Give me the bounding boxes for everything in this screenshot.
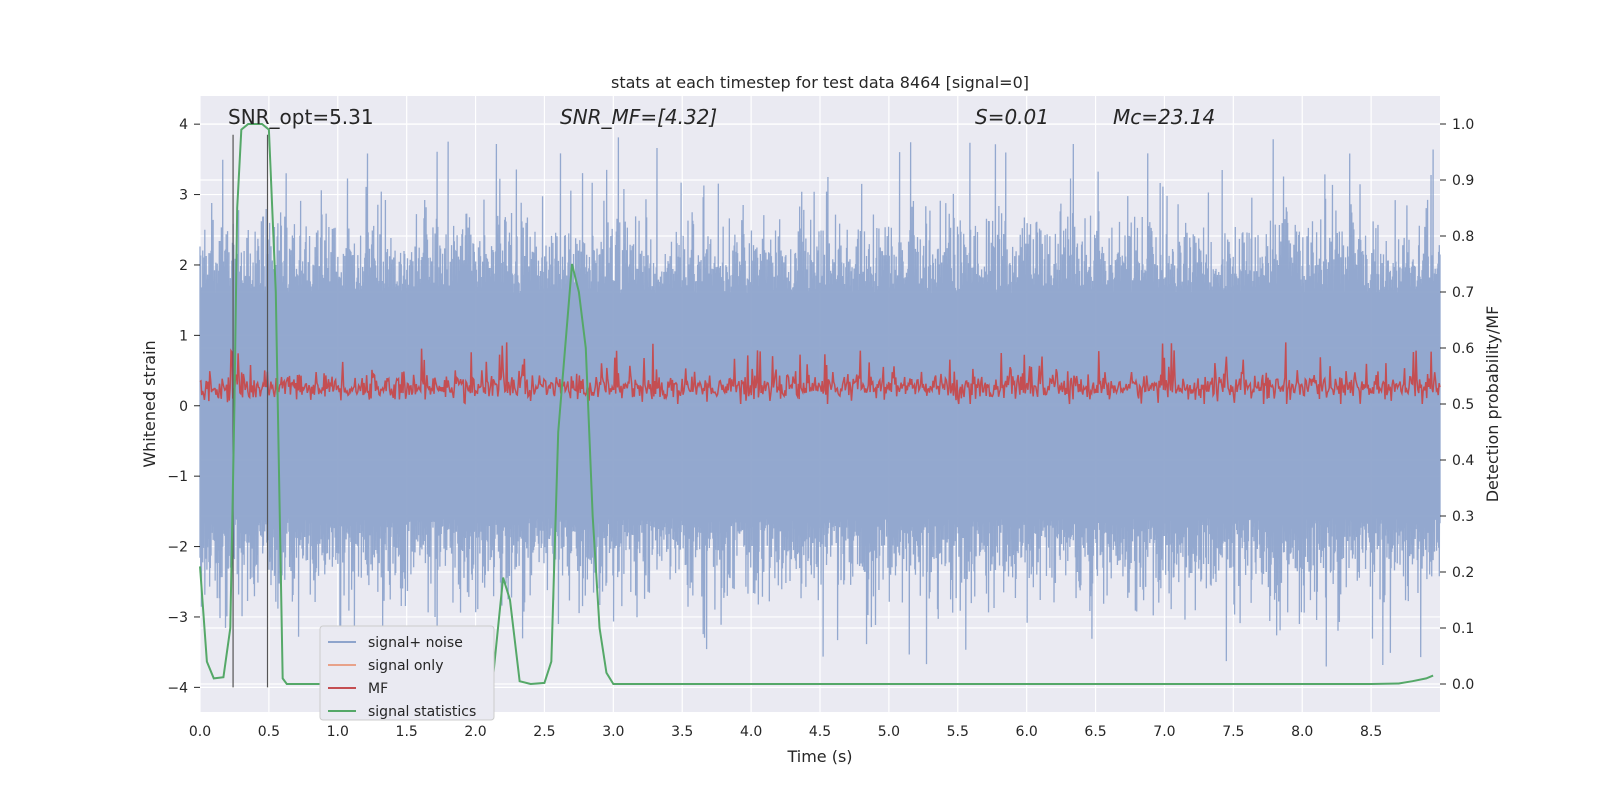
series-signal-noise-line	[199, 137, 1441, 667]
y-ticks-left: 4 3 2 1 0 −1 −2 −3 −4	[167, 117, 200, 696]
legend: signal+ noise signal only MF signal statist…	[319, 625, 495, 721]
y-tick-label: −4	[167, 680, 188, 696]
annotation-s: S=0.01	[975, 105, 1049, 129]
series-mf	[199, 342, 1441, 405]
chart-title: stats at each timestep for test data 846…	[611, 73, 1029, 92]
y-right-tick-label: 0.9	[1452, 173, 1474, 189]
x-tick-label: 6.5	[1084, 724, 1106, 740]
y-right-tick-label: 0.1	[1452, 621, 1474, 637]
y-tick-label: 0	[179, 399, 188, 415]
x-tick-label: 4.5	[809, 724, 831, 740]
legend-label: signal+ noise	[368, 635, 463, 651]
annotation-snr-mf: SNR_MF=[4.32]	[560, 105, 717, 129]
x-tick-label: 7.5	[1222, 724, 1244, 740]
legend-label: MF	[368, 681, 388, 697]
y-right-tick-label: 1.0	[1452, 117, 1474, 133]
legend-box	[319, 625, 495, 721]
x-axis-label: Time (s)	[786, 747, 852, 766]
x-tick-label: 1.5	[396, 724, 418, 740]
y-tick-label: −2	[167, 540, 188, 556]
x-tick-label: 2.0	[464, 724, 486, 740]
y-tick-label: 2	[179, 258, 188, 274]
y-tick-label: −3	[167, 610, 188, 626]
y-axis-label: Whitened strain	[140, 340, 159, 467]
y-right-tick-label: 0.4	[1452, 453, 1474, 469]
y-tick-label: 3	[179, 188, 188, 204]
y-tick-label: −1	[167, 469, 188, 485]
legend-label: signal only	[368, 658, 443, 674]
y-axis-label-right: Detection probability/MF	[1483, 306, 1502, 503]
x-tick-label: 0.5	[258, 724, 280, 740]
series-signal-statistics-line	[199, 123, 1434, 686]
legend-label: signal statistics	[368, 704, 476, 720]
y-right-tick-label: 0.5	[1452, 397, 1474, 413]
x-tick-label: 0.0	[189, 724, 211, 740]
y-right-tick-label: 0.0	[1452, 677, 1474, 693]
x-tick-label: 8.5	[1360, 724, 1382, 740]
y-tick-label: 1	[179, 328, 188, 344]
x-tick-label: 2.5	[533, 724, 555, 740]
x-tick-label: 7.0	[1153, 724, 1175, 740]
y-right-tick-label: 0.2	[1452, 565, 1474, 581]
y-tick-label: 4	[179, 117, 188, 133]
y-right-tick-label: 0.3	[1452, 509, 1474, 525]
vertical-markers	[232, 134, 269, 688]
y-right-tick-label: 0.7	[1452, 285, 1474, 301]
x-tick-label: 3.0	[602, 724, 624, 740]
annotation-mc: Mc=23.14	[1113, 105, 1215, 129]
x-tick-label: 8.0	[1291, 724, 1313, 740]
series-signal-statistics	[199, 123, 1434, 686]
x-tick-label: 3.5	[671, 724, 693, 740]
x-tick-label: 6.0	[1016, 724, 1038, 740]
x-tick-label: 1.0	[327, 724, 349, 740]
series-signal-noise	[199, 137, 1441, 667]
x-tick-label: 5.5	[947, 724, 969, 740]
x-tick-label: 5.0	[878, 724, 900, 740]
x-ticks: 0.0 0.5 1.0 1.5 2.0 2.5 3.0 3.5 4.0 4.5 5.0 5.5 6.0 6…	[189, 724, 1382, 740]
y-right-tick-label: 0.8	[1452, 229, 1474, 245]
series-mf-line	[199, 342, 1441, 405]
y-ticks-right: 1.0 0.9 0.8 0.7 0.6 0.5 0.4 0.3 0.2 0.1 0.0	[1440, 117, 1474, 693]
x-tick-label: 4.0	[740, 724, 762, 740]
annotation-snr-opt: SNR_opt=5.31	[228, 105, 374, 129]
y-right-tick-label: 0.6	[1452, 341, 1474, 357]
